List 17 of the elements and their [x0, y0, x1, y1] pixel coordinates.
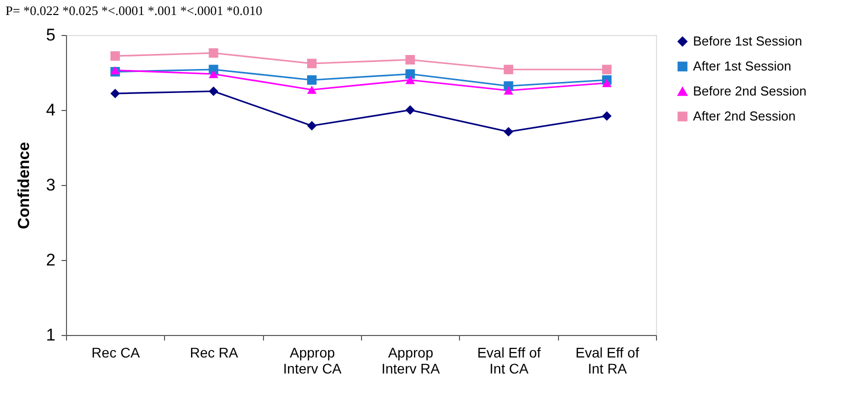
legend-label: Before 2nd Session — [693, 84, 806, 98]
y-tick-label: 2 — [46, 250, 56, 270]
x-tick-label: Eval Eff of Int CA — [477, 344, 541, 376]
legend-label: After 2nd Session — [693, 108, 796, 124]
x-tick-label: Approp Interv RA — [381, 344, 440, 376]
x-tick-label: Rec RA — [190, 344, 239, 360]
x-tick-label: Eval Eff of Int RA — [576, 344, 640, 376]
x-tick-label: Approp Interv CA — [283, 344, 342, 376]
y-tick-label: 4 — [46, 100, 56, 120]
y-tick-label: 3 — [46, 176, 56, 194]
chart-title: P= *0.022 *0.025 *<.0001 *.001 *<.0001 *0.010 — [6, 3, 262, 18]
y-tick-label: 1 — [46, 326, 56, 344]
y-tick-label: 5 — [46, 26, 56, 44]
y-axis-title: Confidence — [16, 142, 34, 230]
legend-label: After 1st Session — [693, 58, 792, 74]
x-tick-label: Rec CA — [92, 344, 140, 360]
legend-label: Before 1st Session — [693, 34, 802, 48]
